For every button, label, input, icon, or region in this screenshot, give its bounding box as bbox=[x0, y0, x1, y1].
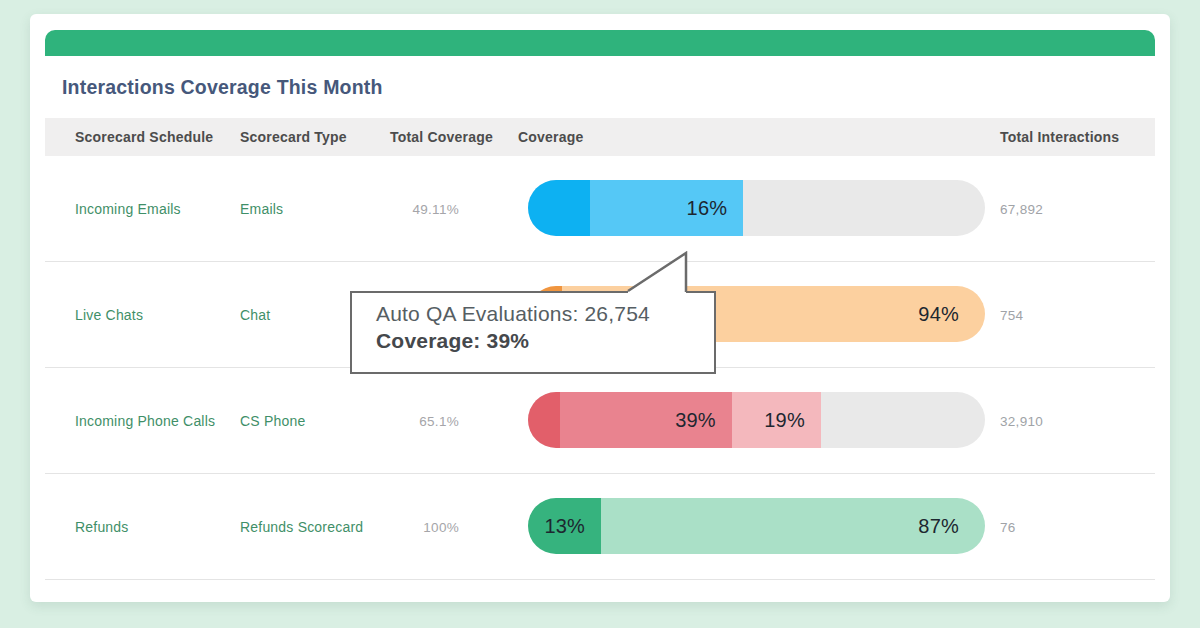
type-cell: Refunds Scorecard bbox=[240, 519, 363, 535]
card-accent-bar bbox=[45, 30, 1155, 56]
bar-segment[interactable]: 16% bbox=[590, 180, 743, 236]
schedule-cell: Incoming Phone Calls bbox=[75, 413, 215, 429]
bar-segment-label: 16% bbox=[687, 197, 744, 220]
total-interactions-cell: 76 bbox=[1000, 519, 1016, 534]
table-row-refunds: Refunds Refunds Scorecard 100% 13% 87% 76 bbox=[45, 474, 1155, 580]
hover-tooltip: Auto QA Evaluations: 26,754 Coverage: 39… bbox=[350, 291, 716, 374]
page: { "page": { "background": "#d9efe3" }, "… bbox=[0, 0, 1200, 628]
header-coverage: Coverage bbox=[518, 129, 583, 145]
schedule-cell: Refunds bbox=[75, 519, 129, 535]
total-coverage-cell: 65.1% bbox=[390, 413, 459, 428]
page-title: Interactions Coverage This Month bbox=[62, 76, 383, 99]
bar-segment[interactable] bbox=[528, 180, 590, 236]
type-cell: Emails bbox=[240, 201, 283, 217]
coverage-bar-incoming-phone-calls[interactable]: 39% 19% bbox=[528, 392, 985, 448]
header-scorecard-schedule: Scorecard Schedule bbox=[75, 129, 213, 145]
schedule-cell: Incoming Emails bbox=[75, 201, 181, 217]
header-scorecard-type: Scorecard Type bbox=[240, 129, 347, 145]
bar-segment[interactable]: 87% bbox=[601, 498, 985, 554]
tooltip-evaluations-text: Auto QA Evaluations: 26,754 bbox=[376, 302, 714, 326]
tooltip-coverage-text: Coverage: 39% bbox=[376, 329, 714, 353]
bar-segment-label: 39% bbox=[675, 409, 732, 432]
bar-segment-label: 87% bbox=[918, 515, 985, 538]
type-cell: Chat bbox=[240, 307, 270, 323]
header-total-interactions: Total Interactions bbox=[1000, 129, 1119, 145]
table-row-incoming-phone-calls: Incoming Phone Calls CS Phone 65.1% 39% 1… bbox=[45, 368, 1155, 474]
total-interactions-cell: 32,910 bbox=[1000, 413, 1043, 428]
bar-segment[interactable]: 39% bbox=[560, 392, 732, 448]
total-coverage-cell: 100% bbox=[390, 519, 459, 534]
table-header-row: Scorecard Schedule Scorecard Type Total … bbox=[45, 118, 1155, 156]
tooltip-arrow bbox=[627, 251, 689, 295]
type-cell: CS Phone bbox=[240, 413, 305, 429]
bar-segment[interactable]: 19% bbox=[732, 392, 821, 448]
bar-segment-label: 19% bbox=[764, 409, 821, 432]
header-total-coverage: Total Coverage bbox=[390, 129, 493, 145]
total-interactions-cell: 754 bbox=[1000, 307, 1023, 322]
table-row-incoming-emails: Incoming Emails Emails 49.11% 16% 67,892 bbox=[45, 156, 1155, 262]
bar-segment-label: 94% bbox=[918, 303, 985, 326]
coverage-bar-incoming-emails[interactable]: 16% bbox=[528, 180, 985, 236]
schedule-cell: Live Chats bbox=[75, 307, 143, 323]
bar-segment[interactable] bbox=[528, 392, 560, 448]
total-coverage-cell: 49.11% bbox=[390, 201, 459, 216]
coverage-bar-refunds[interactable]: 13% 87% bbox=[528, 498, 985, 554]
total-interactions-cell: 67,892 bbox=[1000, 201, 1043, 216]
bar-segment-label: 13% bbox=[544, 515, 601, 538]
bar-segment[interactable]: 13% bbox=[528, 498, 601, 554]
